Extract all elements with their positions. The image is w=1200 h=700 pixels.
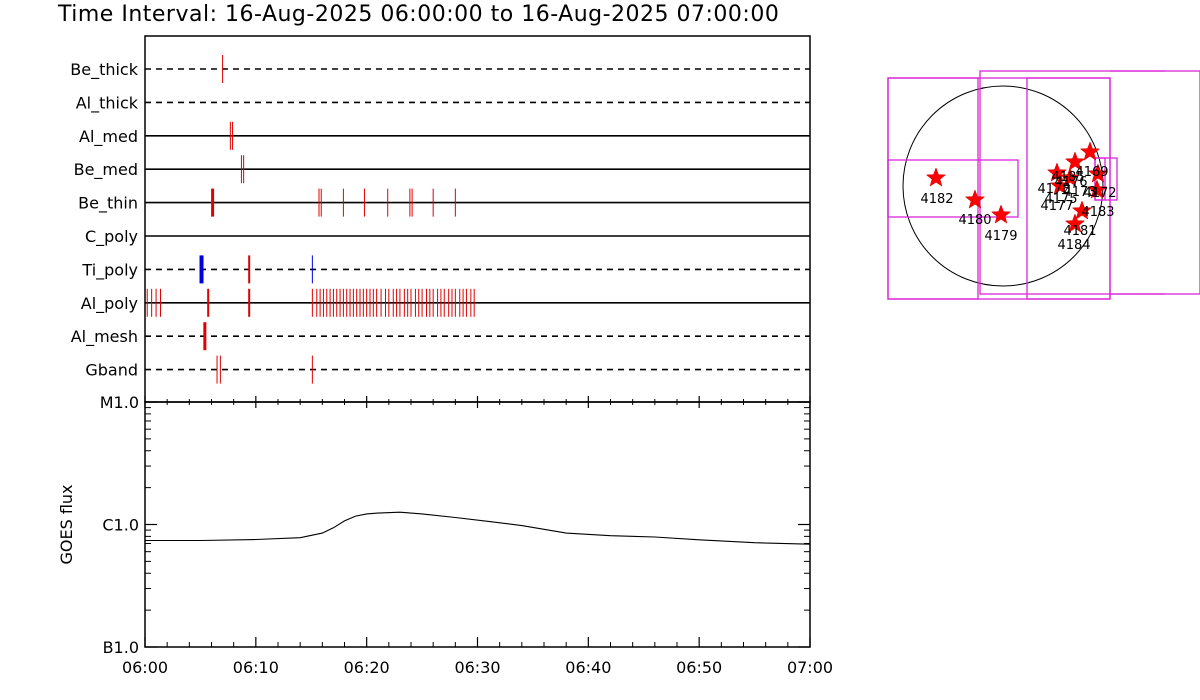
ar-number-label: 4177 [1040, 199, 1073, 214]
ar-number-label: 4182 [920, 192, 953, 207]
goes-xtick-label: 06:10 [233, 658, 279, 677]
goes-frame [144, 401, 811, 648]
timeline-row-label: Al_med [79, 127, 138, 147]
ar-number-label: 4184 [1057, 238, 1090, 253]
timeline-frame [144, 35, 811, 403]
ar-number-label: 4172 [1083, 186, 1116, 201]
filter-timeline-panel: Be_thick Al_thick Al_med Be_med Be_thin C_pol… [70, 35, 811, 403]
fov-box [1026, 77, 1111, 300]
goes-xtick-label: 06:30 [454, 658, 500, 677]
ar-number-label: 4169 [1075, 165, 1108, 180]
ar-star-marker [1046, 162, 1068, 182]
ar-star-marker [925, 167, 947, 187]
fov-box [887, 77, 979, 300]
ar-star-marker [990, 204, 1012, 224]
timeline-row-label: Al_thick [76, 93, 139, 113]
ar-number-label: 4180 [958, 213, 991, 228]
ar-number-label: 4181 [1063, 224, 1096, 239]
ar-star-marker [1064, 213, 1086, 233]
fov-box [979, 70, 1200, 295]
goes-xtick-label: 06:40 [565, 658, 611, 677]
timeline-row-label: Al_mesh [71, 327, 138, 347]
timeline-row-label: Be_thick [70, 60, 138, 80]
ar-number-label: 4179 [984, 229, 1017, 244]
solar-disk [902, 85, 1104, 287]
ar-star-marker [1087, 163, 1109, 183]
ar-number-label: 4183 [1081, 205, 1114, 220]
goes-ytick-label: B1.0 [103, 638, 139, 657]
goes-ytick-label: C1.0 [102, 516, 139, 535]
goes-flux-line [145, 511, 811, 545]
goes-xtick-label: 07:00 [787, 658, 833, 677]
goes-xtick-label: 06:50 [676, 658, 722, 677]
timeline-row-label: Be_med [74, 160, 138, 180]
timeline-row-label: Gband [85, 361, 138, 380]
ar-star-marker [1086, 179, 1108, 199]
ar-star-marker [1071, 200, 1093, 220]
goes-ytick-label: M1.0 [100, 393, 139, 412]
fov-box [887, 159, 1019, 218]
ar-number-label: 4175 [1044, 192, 1077, 207]
ar-star-marker [964, 189, 986, 209]
page-title: Time Interval: 16-Aug-2025 06:00:00 to 1… [58, 2, 780, 27]
ar-star-marker [1064, 151, 1086, 171]
goes-xtick-label: 06:20 [344, 658, 390, 677]
timeline-row-label: Ti_poly [81, 260, 138, 280]
goes-flux-panel: M1.0 C1.0 B1.006:00 06:10 06:20 06:30 06:40 06:… [57, 393, 833, 677]
ar-star-marker [1079, 141, 1101, 161]
goes-xtick-label: 06:00 [122, 658, 168, 677]
ar-number-label: 4176 [1054, 175, 1087, 190]
timeline-row-label: Al_poly [81, 294, 138, 314]
goes-ylabel: GOES flux [57, 484, 76, 564]
timeline-row-label: C_poly [85, 227, 138, 247]
ar-number-label: 4185 [1051, 170, 1084, 185]
ar-star-marker [1059, 167, 1081, 187]
ar-number-label: 4178 [1037, 182, 1070, 197]
ar-number-label: 4173 [1063, 185, 1096, 200]
timeline-row-label: Be_thin [78, 194, 138, 214]
